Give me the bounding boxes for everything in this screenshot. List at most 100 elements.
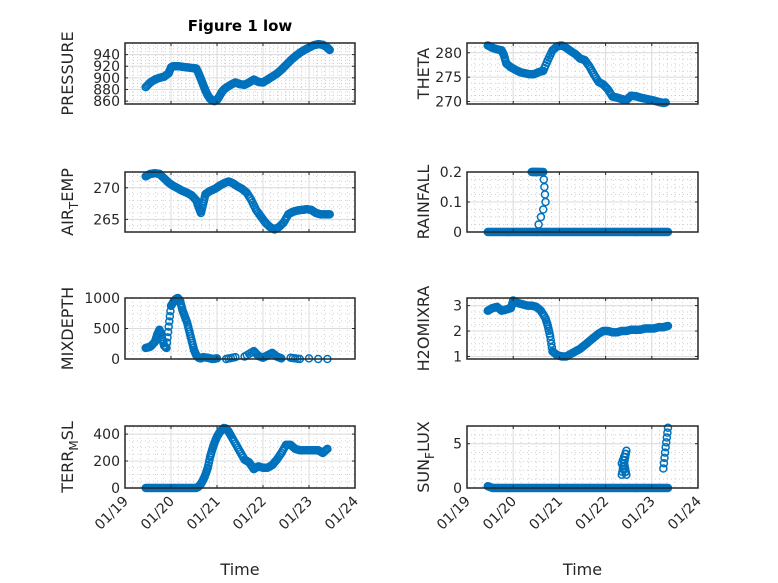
y-tick-label: 275 — [435, 70, 462, 86]
data-point — [662, 433, 672, 442]
axes-box — [124, 171, 356, 233]
axes-box — [466, 297, 699, 360]
y-tick-label: 0 — [111, 481, 120, 497]
data-point — [323, 444, 332, 454]
y-axis-label: MIXDEPTH — [58, 287, 77, 370]
y-tick-label: 0 — [453, 225, 462, 241]
subplot-h2omixra: 1 2 3 H2OMIXRA — [414, 286, 699, 372]
data-point — [164, 322, 173, 331]
data-point — [165, 317, 174, 326]
y-tick-label: 3 — [453, 299, 462, 315]
x-axis-label: Time — [219, 560, 259, 579]
x-tick-label: 01/19 — [434, 494, 474, 534]
y-tick-label: 280 — [435, 46, 462, 62]
y-tick-label: 2 — [453, 324, 462, 340]
x-tick-label: 01/22 — [573, 494, 613, 534]
y-tick-label: 860 — [93, 94, 120, 110]
x-tick-label: 01/23 — [619, 494, 659, 534]
y-tick-label: 0 — [111, 352, 120, 368]
data-point — [659, 458, 669, 468]
x-axis-label: Time — [562, 560, 602, 579]
data-point — [320, 446, 330, 456]
y-axis-label: THETA — [414, 48, 433, 100]
y-axis-label: SUNFLUX — [414, 421, 437, 493]
y-tick-label: 200 — [93, 454, 120, 470]
subplot-air: 265 270 AIRTEMP — [58, 168, 356, 236]
subplot-terr: 01/19 01/20 01/21 01/22 01/23 01/24 0 200 400 TER… — [58, 421, 362, 579]
data-point — [534, 220, 543, 229]
scatter-series — [141, 39, 334, 106]
data-point — [546, 335, 555, 345]
y-tick-label: 265 — [93, 212, 120, 228]
axes-box — [124, 425, 356, 489]
data-point — [325, 45, 334, 55]
data-point — [661, 98, 670, 107]
axes-box — [466, 42, 699, 105]
data-point — [663, 321, 673, 331]
data-point — [325, 210, 334, 219]
y-tick-label: 400 — [93, 427, 120, 443]
data-point — [619, 458, 629, 468]
y-axis-label: PRESSURE — [58, 31, 77, 115]
data-point — [162, 338, 172, 347]
x-tick-label: 01/21 — [184, 494, 224, 534]
scatter-series — [141, 169, 334, 234]
y-tick-label: 270 — [435, 95, 462, 111]
y-axis-label: H2OMIXRA — [414, 286, 433, 372]
scatter-series — [483, 41, 670, 108]
data-point — [536, 212, 546, 222]
y-tick-label: 0 — [453, 481, 462, 497]
data-point — [661, 438, 671, 447]
data-point — [663, 423, 673, 433]
axes-box — [466, 425, 699, 489]
y-tick-label: 900 — [93, 71, 120, 87]
y-tick-label: 1000 — [84, 291, 120, 307]
data-point — [541, 197, 550, 207]
figure-title: Figure 1 low — [188, 17, 293, 35]
x-tick-label: 01/20 — [138, 494, 178, 534]
y-axis-label: RAINFALL — [414, 165, 433, 240]
x-tick-label: 01/19 — [92, 494, 132, 534]
data-point — [661, 443, 670, 452]
y-axis-label: TERRMSL — [58, 421, 81, 494]
data-point — [547, 339, 556, 348]
data-point — [322, 445, 331, 455]
data-point — [163, 327, 173, 337]
y-tick-label: 1 — [453, 349, 462, 365]
y-tick-label: 940 — [93, 48, 120, 64]
x-tick-label: 01/24 — [665, 493, 705, 533]
data-point — [659, 464, 668, 473]
x-tick-label: 01/20 — [480, 494, 520, 534]
y-tick-label: 880 — [93, 82, 120, 98]
y-tick-label: 5 — [453, 437, 462, 453]
data-point — [663, 428, 672, 437]
subplot-sun: 01/19 01/20 01/21 01/22 01/23 01/24 0 5 SUNFLUX T… — [414, 421, 705, 579]
axes-background — [467, 426, 698, 488]
x-tick-label: 01/21 — [526, 494, 566, 534]
x-tick-label: 01/22 — [230, 494, 270, 534]
x-tick-label: 01/23 — [276, 494, 316, 534]
data-point — [538, 205, 548, 214]
subplot-mixdepth: 0 500 1000 MIXDEPTH — [58, 287, 356, 370]
data-point — [163, 333, 172, 342]
data-point — [545, 331, 555, 341]
y-tick-label: 500 — [93, 322, 120, 338]
data-point — [660, 448, 670, 457]
data-point — [660, 453, 669, 463]
y-tick-label: 920 — [93, 59, 120, 75]
y-tick-label: 0.2 — [440, 165, 462, 181]
scatter-series — [483, 423, 673, 493]
data-point — [162, 343, 171, 353]
subplot-rainfall: 0 0.1 0.2 RAINFALL — [414, 165, 699, 241]
y-tick-label: 270 — [93, 181, 120, 197]
y-tick-label: 0.1 — [440, 195, 462, 211]
data-point — [165, 312, 175, 321]
y-axis-label: AIRTEMP — [58, 168, 81, 236]
axes-box — [124, 42, 356, 105]
data-point — [231, 352, 240, 362]
x-tick-label: 01/24 — [322, 493, 362, 533]
scatter-series — [483, 296, 673, 361]
